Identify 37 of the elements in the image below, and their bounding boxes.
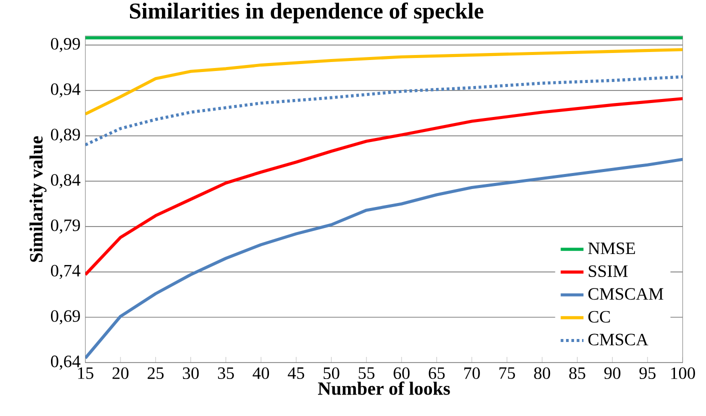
y-tick-label: 0,84 (50, 174, 80, 188)
x-tick-label: 80 (534, 367, 550, 380)
x-tick-label: 65 (428, 367, 445, 380)
x-tick-label: 40 (252, 367, 270, 380)
line-series (85, 48, 683, 116)
y-axis-title: Similarity value (29, 136, 46, 262)
legend-label: CMSCAM (588, 288, 664, 300)
x-tick-label: 75 (499, 367, 515, 379)
y-tick-label: 0,69 (50, 310, 80, 324)
x-tick-label: 90 (604, 367, 620, 380)
x-tick-label: 70 (464, 367, 480, 380)
x-tick-label: 95 (639, 367, 656, 380)
y-tick-label: 0,94 (50, 83, 80, 98)
x-tick-label: 20 (112, 367, 128, 380)
y-tick-label: 0,74 (50, 264, 80, 280)
x-tick-label: 50 (324, 367, 340, 380)
x-tick-label: 35 (218, 367, 234, 380)
x-tick-label: 85 (569, 367, 586, 380)
y-tick-label: 0,89 (50, 128, 80, 143)
x-tick-label: 60 (394, 367, 410, 380)
x-axis-title: Number of looks (318, 382, 450, 395)
legend-label: NMSE (588, 242, 635, 254)
y-tick-label: 0,99 (50, 38, 80, 52)
y-tick-label: 0,79 (50, 219, 80, 234)
x-tick-label: 25 (148, 367, 164, 380)
line-series (85, 97, 683, 276)
y-tick-label: 0,64 (50, 356, 80, 370)
chart-title: Similarities in dependence of speckle (130, 2, 484, 24)
line-series (85, 75, 683, 146)
legend-label: SSIM (588, 265, 628, 277)
x-tick-label: 30 (182, 367, 199, 380)
x-tick-label: 15 (78, 367, 94, 379)
legend-label: CMSCA (588, 334, 648, 346)
x-tick-label: 100 (671, 367, 696, 380)
x-tick-label: 55 (358, 367, 374, 379)
x-tick-label: 45 (288, 367, 304, 379)
legend-label: CC (588, 310, 610, 323)
